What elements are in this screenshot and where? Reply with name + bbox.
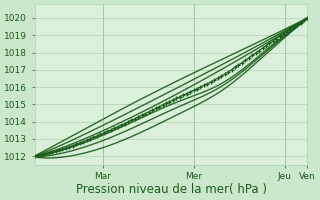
X-axis label: Pression niveau de la mer( hPa ): Pression niveau de la mer( hPa ) [76,183,267,196]
